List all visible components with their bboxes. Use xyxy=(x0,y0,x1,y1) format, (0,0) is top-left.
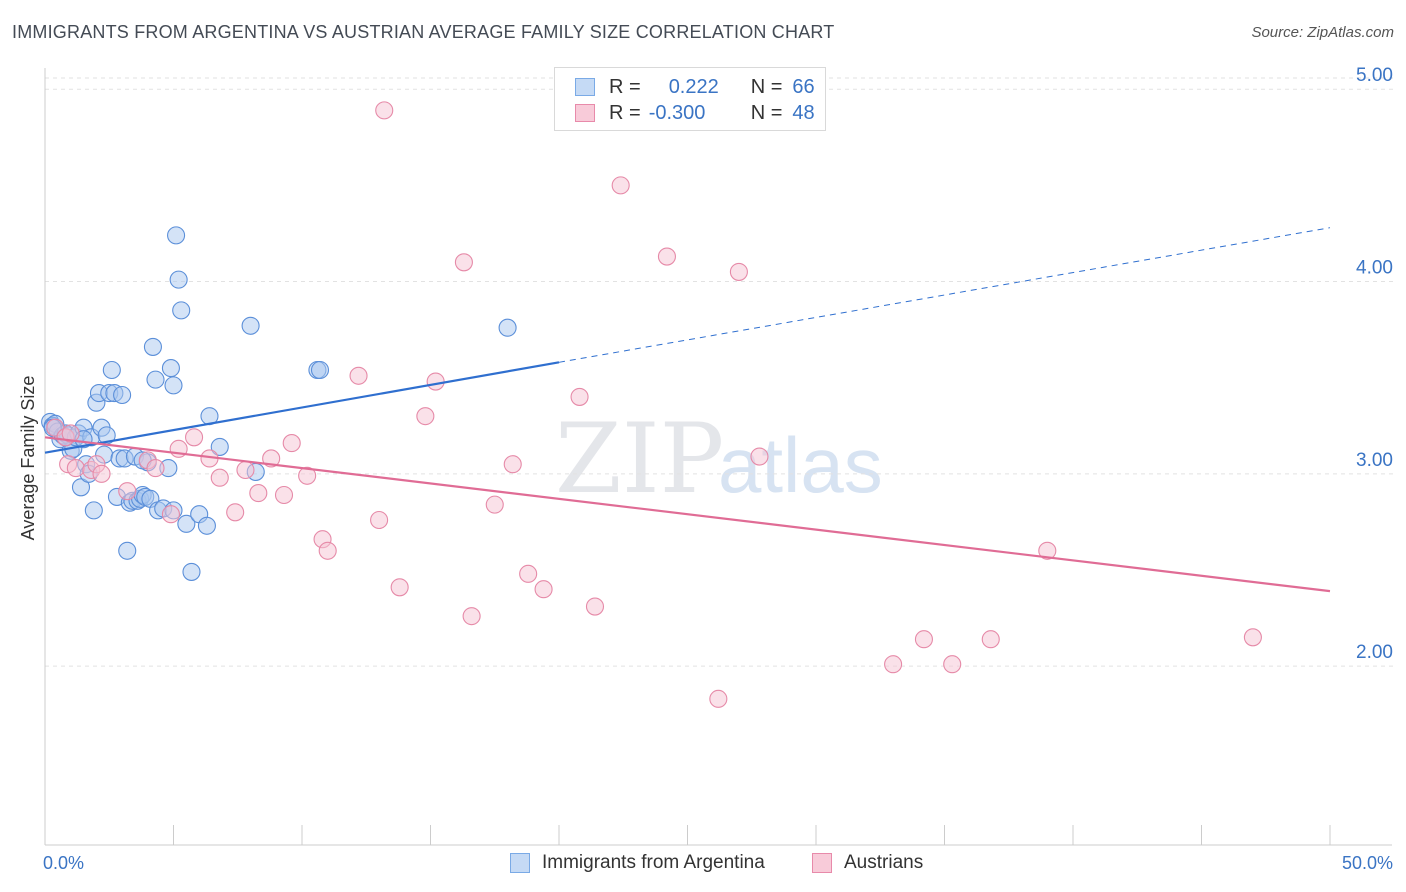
bottom-legend-argentina: Immigrants from Argentina xyxy=(510,852,765,874)
bottom-legend-swatch-austrians xyxy=(812,853,832,873)
x-tick-label: 50.0% xyxy=(1342,853,1393,873)
data-point xyxy=(66,459,85,478)
data-point xyxy=(118,482,137,501)
data-point xyxy=(167,226,186,245)
legend-r-value: 0.222 xyxy=(668,75,719,98)
data-point xyxy=(611,176,630,195)
data-point xyxy=(210,437,229,456)
data-point xyxy=(298,466,317,485)
data-point xyxy=(485,495,504,514)
data-point xyxy=(236,460,255,480)
data-point xyxy=(709,689,728,708)
data-point xyxy=(102,360,121,380)
data-point xyxy=(884,655,903,674)
data-point xyxy=(750,447,769,466)
y-tick-label: 3.00 xyxy=(1356,450,1393,471)
data-point xyxy=(249,484,268,503)
data-point xyxy=(182,562,201,581)
data-point xyxy=(118,541,137,560)
y-axis-label: Average Family Size xyxy=(18,376,38,541)
data-point xyxy=(585,597,605,616)
data-point xyxy=(210,468,229,487)
data-point xyxy=(113,385,132,405)
legend-swatch-austrians xyxy=(575,104,595,122)
data-point xyxy=(241,316,260,335)
trend-line-argentina xyxy=(44,361,560,454)
legend-n-value: 66 xyxy=(792,75,815,98)
data-point xyxy=(274,485,294,505)
legend-r-label: R = xyxy=(609,75,641,98)
watermark-atlas: atlas xyxy=(718,421,883,509)
y-tick-label: 5.00 xyxy=(1356,65,1393,86)
data-point xyxy=(164,376,183,395)
data-point xyxy=(416,407,435,426)
data-point xyxy=(318,541,337,560)
x-tick-label: 0.0% xyxy=(43,853,84,873)
legend-r-label: R = xyxy=(609,101,641,124)
data-point xyxy=(1243,628,1262,647)
data-point xyxy=(71,478,91,497)
data-point xyxy=(349,366,368,385)
y-tick-label: 2.00 xyxy=(1356,642,1393,663)
data-point xyxy=(146,459,165,478)
data-point xyxy=(462,607,481,626)
data-point xyxy=(185,428,204,447)
data-point xyxy=(729,262,748,281)
data-point xyxy=(534,580,553,599)
data-point xyxy=(177,514,196,533)
legend-r-value: -0.300 xyxy=(648,101,706,124)
data-point xyxy=(943,655,962,674)
data-point xyxy=(226,503,245,522)
bottom-legend-label-argentina: Immigrants from Argentina xyxy=(542,852,765,873)
data-point xyxy=(519,564,538,583)
data-point xyxy=(570,387,589,406)
legend-n-label: N = xyxy=(750,101,783,124)
data-point xyxy=(657,247,676,266)
bottom-legend-label-austrians: Austrians xyxy=(844,852,924,873)
data-point xyxy=(498,318,517,337)
trend-line-argentina-dashed xyxy=(558,227,1331,363)
data-point xyxy=(197,516,216,535)
trend-line-austrians xyxy=(44,436,1331,593)
legend-n-label: N = xyxy=(750,75,783,98)
data-point xyxy=(981,630,1000,649)
data-point xyxy=(143,337,162,356)
data-point xyxy=(503,455,522,474)
legend-swatch-argentina xyxy=(575,78,595,96)
data-point xyxy=(282,434,301,453)
data-point xyxy=(169,270,188,289)
data-point xyxy=(146,370,165,389)
legend-row-austrians: R = -0.300 N = 48 xyxy=(575,101,815,125)
y-tick-label: 4.00 xyxy=(1356,258,1393,279)
chart-title: IMMIGRANTS FROM ARGENTINA VS AUSTRIAN AV… xyxy=(12,22,835,42)
data-point xyxy=(161,505,180,524)
legend-n-value: 48 xyxy=(792,101,815,124)
data-point xyxy=(92,464,111,483)
data-point xyxy=(161,359,180,378)
data-point xyxy=(426,372,445,391)
data-point xyxy=(310,360,330,380)
bottom-legend-austrians: Austrians xyxy=(812,852,923,874)
data-point xyxy=(375,101,394,120)
legend-row-argentina: R = 0.222 N = 66 xyxy=(575,75,815,99)
data-point xyxy=(262,449,281,468)
watermark-zip: ZIP xyxy=(555,403,724,515)
data-point xyxy=(370,510,389,530)
data-point xyxy=(61,424,80,443)
data-point xyxy=(914,630,933,649)
data-point xyxy=(390,578,409,597)
data-point xyxy=(454,253,473,272)
data-point xyxy=(1038,541,1057,560)
chart-source: Source: ZipAtlas.com xyxy=(1251,24,1394,41)
correlation-legend: R = 0.222 N = 66 R = -0.300 N = 48 xyxy=(554,67,826,131)
bottom-legend-swatch-argentina xyxy=(510,853,530,873)
data-point xyxy=(84,501,103,520)
data-point xyxy=(172,301,191,320)
